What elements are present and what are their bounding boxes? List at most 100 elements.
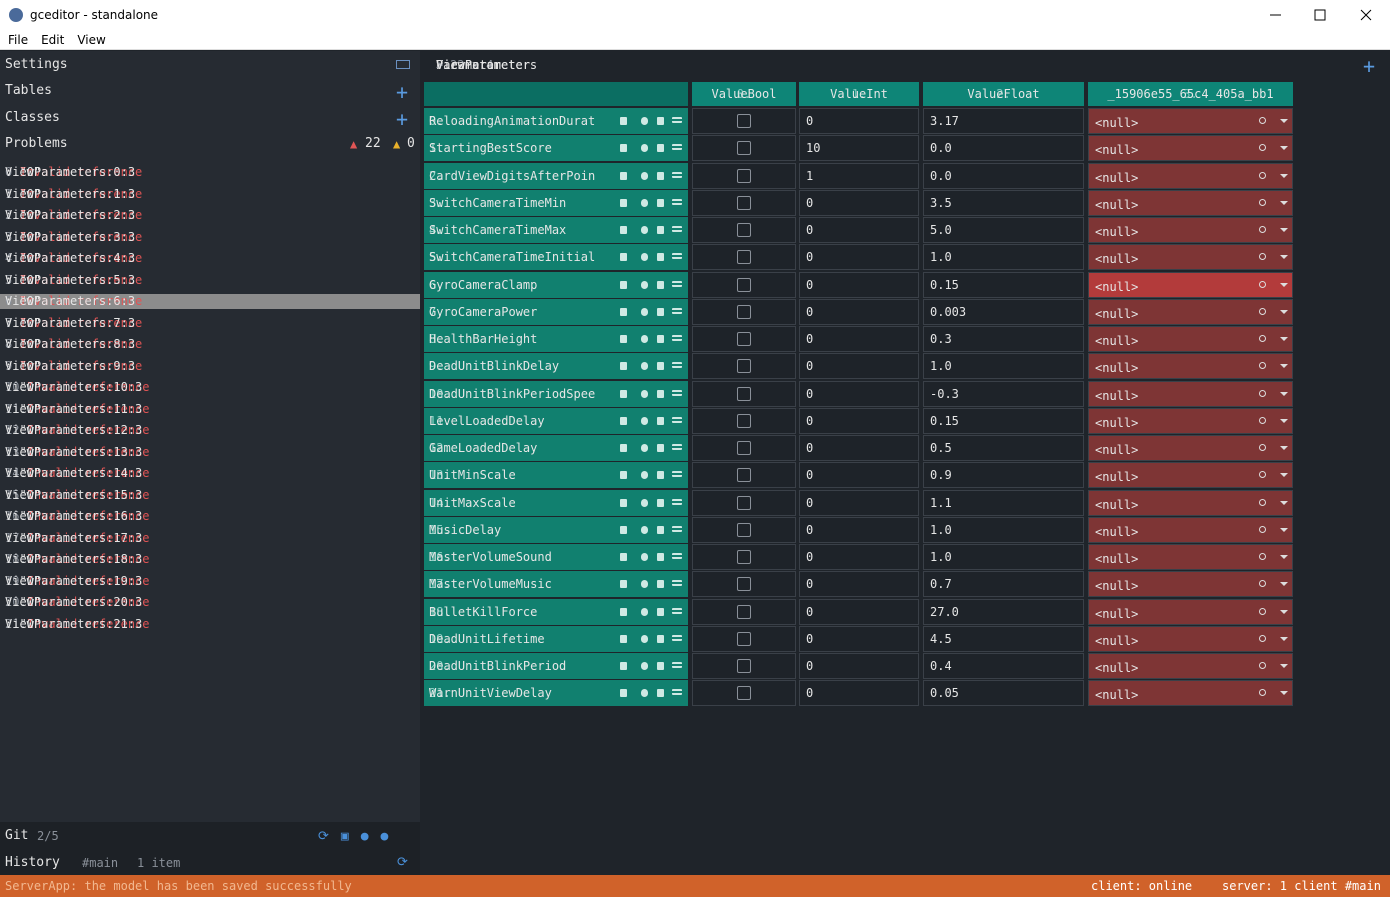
close[interactable] — [1360, 9, 1372, 21]
row-header[interactable]: 1. StartingBestScore — [424, 135, 688, 162]
problem-row[interactable]: 1. ViewParameters:1:3 Invalid reference: "… — [0, 187, 420, 202]
checkbox[interactable] — [737, 359, 751, 374]
problem-row[interactable]: 18. ViewParameters:18:3 Invalid reference:… — [0, 552, 420, 567]
row-action[interactable] — [620, 525, 627, 534]
float-cell[interactable]: 0.15 — [923, 407, 1084, 434]
float-cell[interactable]: 0.9 — [923, 462, 1084, 489]
checkbox[interactable] — [737, 686, 751, 701]
row-action[interactable] — [672, 416, 682, 423]
checkbox[interactable] — [737, 386, 751, 401]
row-action[interactable] — [641, 198, 648, 207]
checkbox[interactable] — [737, 413, 751, 428]
row-action[interactable] — [620, 198, 627, 207]
row-action[interactable] — [641, 471, 648, 480]
section-header[interactable]: Tables — [5, 83, 52, 98]
row-action[interactable] — [620, 335, 627, 343]
row-action[interactable] — [620, 253, 627, 262]
row-action[interactable] — [641, 226, 648, 234]
float-cell[interactable]: 1.0 — [923, 544, 1084, 570]
ref-cell[interactable]: <null> — [1088, 680, 1293, 707]
row-action[interactable] — [672, 689, 682, 696]
ref-dropdown[interactable] — [1280, 255, 1288, 260]
row-action[interactable] — [641, 253, 648, 262]
row-action[interactable] — [657, 226, 664, 234]
ref-search[interactable] — [1259, 662, 1266, 669]
row-action[interactable] — [672, 171, 682, 178]
ref-dropdown[interactable] — [1280, 446, 1288, 450]
row-header[interactable]: 10. DeadUnitBlinkPeriodSpee — [424, 380, 688, 407]
int-cell[interactable]: 0 — [799, 189, 919, 216]
row-action[interactable] — [620, 634, 627, 643]
keyboard-icon[interactable] — [396, 60, 410, 69]
checkbox[interactable] — [737, 577, 751, 592]
ref-cell[interactable]: <null> — [1088, 435, 1293, 461]
row-action[interactable] — [641, 444, 648, 452]
float-cell[interactable]: -0.3 — [923, 380, 1084, 407]
int-cell[interactable]: 0 — [799, 380, 919, 407]
row-header[interactable]: 4. SwitchCameraTimeMax — [424, 217, 688, 243]
row-action[interactable] — [641, 553, 648, 561]
ref-dropdown[interactable] — [1280, 200, 1288, 205]
ref-dropdown[interactable] — [1280, 228, 1288, 232]
int-cell[interactable]: 0 — [799, 353, 919, 380]
ref-cell[interactable]: <null> — [1088, 353, 1293, 380]
row-action[interactable] — [657, 471, 664, 480]
row-action[interactable] — [641, 307, 648, 316]
float-cell[interactable]: 1.0 — [923, 516, 1084, 543]
row-action[interactable] — [641, 416, 648, 425]
breadcrumb-part[interactable]: ViewParameters — [436, 58, 538, 72]
ref-search[interactable] — [1259, 416, 1266, 424]
row-action[interactable] — [672, 498, 682, 505]
problem-row[interactable]: 9. ViewParameters:9:3 Invalid reference: "… — [0, 359, 420, 374]
int-cell[interactable]: 1 — [799, 162, 919, 189]
float-cell[interactable]: 0.15 — [923, 271, 1084, 298]
ref-search[interactable] — [1259, 280, 1266, 288]
problem-row[interactable]: 2. ViewParameters:2:3 Invalid reference: "… — [0, 208, 420, 223]
ref-dropdown[interactable] — [1280, 609, 1288, 614]
problem-row[interactable]: 11. ViewParameters:11:3 Invalid reference:… — [0, 402, 420, 417]
row-header[interactable]: 13. UnitMinScale — [424, 462, 688, 489]
row-action[interactable] — [657, 553, 664, 561]
ref-dropdown[interactable] — [1280, 555, 1288, 559]
checkbox[interactable] — [737, 659, 751, 673]
ref-dropdown[interactable] — [1280, 418, 1288, 423]
row-action[interactable] — [672, 471, 682, 478]
row-action[interactable] — [657, 607, 664, 616]
row-action[interactable] — [620, 362, 627, 371]
menu-item[interactable]: View — [77, 33, 106, 47]
ref-cell[interactable]: <null> — [1088, 407, 1293, 434]
ref-cell[interactable]: <null> — [1088, 653, 1293, 679]
problem-row[interactable]: 12. ViewParameters:12:3 Invalid reference:… — [0, 423, 420, 438]
row-action[interactable] — [672, 198, 682, 205]
int-cell[interactable]: 0 — [799, 108, 919, 134]
int-cell[interactable]: 0 — [799, 680, 919, 707]
section-header[interactable]: Problems — [5, 136, 68, 151]
row-header[interactable]: 21. WarnUnitViewDelay — [424, 680, 688, 707]
row-action[interactable] — [657, 198, 664, 207]
row-header[interactable]: 3. SwitchCameraTimeMin — [424, 189, 688, 216]
row-action[interactable] — [620, 389, 627, 398]
row-action[interactable] — [620, 280, 627, 289]
ref-dropdown[interactable] — [1280, 364, 1288, 369]
row-action[interactable] — [641, 171, 648, 180]
ref-cell[interactable]: <null> — [1088, 108, 1293, 134]
ref-cell[interactable]: <null> — [1088, 516, 1293, 543]
ref-dropdown[interactable] — [1280, 337, 1288, 341]
ref-dropdown[interactable] — [1280, 636, 1288, 641]
int-cell[interactable]: 0 — [799, 516, 919, 543]
problem-row[interactable]: 16. ViewParameters:16:3 Invalid reference:… — [0, 509, 420, 524]
ref-search[interactable] — [1259, 362, 1266, 370]
ref-search[interactable] — [1259, 253, 1266, 261]
row-action[interactable] — [672, 553, 682, 559]
row-action[interactable] — [657, 416, 664, 425]
checkbox[interactable] — [737, 141, 751, 156]
ref-dropdown[interactable] — [1280, 527, 1288, 532]
ref-search[interactable] — [1259, 335, 1266, 342]
row-header[interactable]: 15. MusicDelay — [424, 516, 688, 543]
ref-cell[interactable]: <null> — [1088, 598, 1293, 625]
float-cell[interactable]: 3.5 — [923, 189, 1084, 216]
row-header[interactable]: 14. UnitMaxScale — [424, 489, 688, 516]
row-action[interactable] — [672, 253, 682, 260]
ref-cell[interactable]: <null> — [1088, 326, 1293, 352]
checkbox[interactable] — [737, 223, 751, 237]
